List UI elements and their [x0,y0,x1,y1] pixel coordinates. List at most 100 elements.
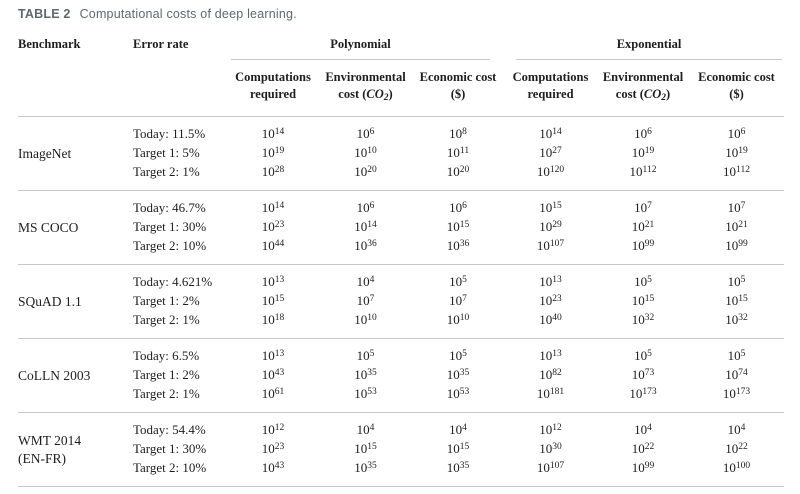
subcolumn-label-line2: cost (CO2) [338,87,393,104]
cell-exponential-economic-cost: 10100 [722,460,751,475]
column-group-polynomial-label: Polynomial [231,37,490,60]
benchmark-name-line: ImageNet [18,145,72,161]
error-rate-cell: Target 1: 2% [133,367,200,382]
cell-polynomial-environmental-cost: 107 [356,293,375,308]
cell-polynomial-economic-cost: 1053 [446,386,470,401]
benchmark-name-line: WMT 2014 [18,432,82,448]
cell-polynomial-computations: 1043 [261,367,285,382]
cell-exponential-economic-cost: 106 [727,126,746,141]
column-header-exponential-computations: Computations required [504,60,597,117]
cell-exponential-economic-cost: 1032 [725,312,748,327]
cell-exponential-economic-cost: 10173 [722,386,751,401]
column-group-exponential-label: Exponential [516,37,782,60]
cell-polynomial-environmental-cost: 1014 [354,219,377,234]
column-header-exponential-environmental-cost: Environmental cost (CO2) [597,60,689,117]
benchmark-group: SQuAD 1.1 Today: 4.621% 1013 104 105 1013 105 1… [18,265,784,339]
table-row: Target 1: 30% 1023 1015 1015 1030 1022 1022 [18,439,784,458]
benchmark-group: WMT 2014 (EN-FR) Today: 54.4% 1012 104 104 101… [18,413,784,487]
cell-exponential-economic-cost: 1099 [725,238,748,253]
cell-polynomial-environmental-cost: 106 [356,126,375,141]
cell-exponential-computations: 1012 [539,422,562,437]
subcolumn-label-line1: Computations [235,70,311,84]
benchmark-group: CoLLN 2003 Today: 6.5% 1013 105 105 1013 105 10… [18,339,784,413]
cell-exponential-computations: 1040 [539,312,562,327]
benchmark-group: MS COCO Today: 46.7% 1014 106 106 1015 107 107 T… [18,191,784,265]
cell-polynomial-environmental-cost: 1036 [354,238,377,253]
cell-exponential-environmental-cost: 105 [634,348,652,363]
cell-polynomial-economic-cost: 1035 [446,367,470,382]
cell-exponential-computations: 10107 [536,460,565,475]
cell-exponential-computations: 1023 [539,293,562,308]
table-caption: TABLE 2 Computational costs of deep learn… [18,7,297,21]
cell-exponential-economic-cost: 107 [727,200,746,215]
cell-exponential-computations: 10181 [536,386,565,401]
cell-polynomial-environmental-cost: 1020 [354,164,377,179]
error-rate-cell: Today: 46.7% [133,200,206,215]
cell-exponential-environmental-cost: 1021 [631,219,655,234]
table-row: Target 2: 10% 1043 1035 1035 10107 1099 10100 [18,458,784,487]
cell-polynomial-economic-cost: 107 [449,293,467,308]
cell-polynomial-computations: 1043 [261,460,285,475]
cell-polynomial-computations: 1014 [261,126,285,141]
cell-exponential-computations: 10107 [536,238,565,253]
cell-polynomial-computations: 1015 [261,293,285,308]
error-rate-cell: Today: 6.5% [133,348,200,363]
subcolumn-label-line1: Environmental [325,70,406,84]
cell-polynomial-environmental-cost: 1035 [354,367,377,382]
cell-exponential-environmental-cost: 107 [634,200,652,215]
cell-polynomial-environmental-cost: 105 [356,348,375,363]
column-header-error-rate: Error rate [133,37,189,51]
table-row: Target 1: 2% 1043 1035 1035 1082 1073 1074 [18,365,784,384]
subcolumn-label-line2: ($) [729,87,744,101]
cell-polynomial-economic-cost: 1036 [446,238,470,253]
error-rate-cell: Target 2: 10% [133,460,207,475]
error-rate-cell: Target 2: 1% [133,312,200,327]
cell-polynomial-environmental-cost: 1010 [354,145,377,160]
cell-exponential-economic-cost: 105 [727,348,746,363]
benchmark-cell: MS COCO [18,191,133,265]
cell-exponential-computations: 1014 [539,126,562,141]
error-rate-cell: Target 2: 1% [133,386,200,401]
benchmark-name-line: (EN-FR) [18,450,66,466]
column-header-exponential-economic-cost: Economic cost ($) [689,60,784,117]
cell-polynomial-economic-cost: 105 [449,274,467,289]
cell-polynomial-computations: 1028 [261,164,285,179]
benchmark-name-line: CoLLN 2003 [18,367,91,383]
cell-polynomial-economic-cost: 108 [449,126,467,141]
cell-exponential-economic-cost: 1015 [725,293,748,308]
cell-polynomial-environmental-cost: 1015 [354,441,377,456]
benchmark-cell: SQuAD 1.1 [18,265,133,339]
table-caption-text: Computational costs of deep learning. [79,7,297,21]
cell-polynomial-computations: 1014 [261,200,285,215]
cell-exponential-environmental-cost: 1032 [631,312,655,327]
cell-exponential-computations: 1015 [539,200,562,215]
cell-polynomial-economic-cost: 1035 [446,460,470,475]
column-header-polynomial-computations: Computations required [227,60,319,117]
cell-exponential-computations: 1027 [539,145,562,160]
cell-polynomial-economic-cost: 106 [449,200,467,215]
cell-polynomial-computations: 1013 [261,348,285,363]
cell-exponential-economic-cost: 1019 [725,145,748,160]
error-rate-cell: Target 2: 10% [133,238,207,253]
benchmark-cell: ImageNet [18,117,133,191]
benchmark-group: ImageNet Today: 11.5% 1014 106 108 1014 106 106… [18,117,784,191]
costs-table: Benchmark Error rate Polynomial Exponent… [18,31,784,487]
column-group-polynomial: Polynomial [227,31,504,60]
cell-exponential-environmental-cost: 105 [634,274,652,289]
cell-polynomial-computations: 1013 [261,274,285,289]
error-rate-cell: Target 1: 5% [133,145,200,160]
cell-polynomial-environmental-cost: 1035 [354,460,377,475]
cell-exponential-computations: 1082 [539,367,562,382]
table-row: SQuAD 1.1 Today: 4.621% 1013 104 105 1013 105 1… [18,265,784,309]
cell-exponential-economic-cost: 105 [727,274,746,289]
cell-exponential-environmental-cost: 1022 [631,441,655,456]
header-row-subcolumns: Computations required Environmental cost (C… [18,60,784,117]
cell-polynomial-economic-cost: 105 [449,348,467,363]
column-header-polynomial-environmental-cost: Environmental cost (CO2) [319,60,412,117]
cell-exponential-computations: 1013 [539,348,562,363]
cell-polynomial-economic-cost: 1010 [446,312,470,327]
table-row: Target 1: 5% 1019 1010 1011 1027 1019 1019 [18,143,784,162]
benchmark-cell: WMT 2014 (EN-FR) [18,413,133,487]
error-rate-cell: Target 1: 30% [133,219,207,234]
subcolumn-label-line1: Economic cost [698,70,775,84]
